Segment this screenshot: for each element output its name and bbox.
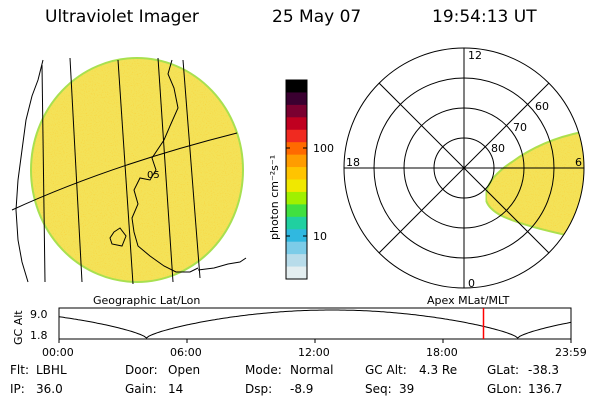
timeline-tick-0000: 00:00 — [42, 346, 74, 359]
mlat-label-80: 80 — [491, 142, 505, 155]
timeline-ylabel: GC Alt — [12, 310, 25, 345]
ip-label: IP: — [10, 382, 25, 396]
timeline-ticks — [58, 339, 572, 343]
map-marker-label: 05 — [147, 170, 160, 181]
colorbar-swatch — [286, 266, 307, 280]
glon-label: GLon: — [487, 382, 522, 396]
glon-value: 136.7 — [528, 382, 563, 396]
seq-label: Seq: — [365, 382, 392, 396]
colorbar-swatch — [286, 92, 307, 106]
polar-grid — [343, 47, 585, 289]
colorbar-swatch — [286, 80, 307, 94]
colorbar-swatch — [286, 154, 307, 168]
observation-time: 19:54:13 UT — [432, 7, 537, 27]
flt-value: LBHL — [36, 363, 67, 377]
colorbar-tick-100: 100 — [313, 142, 334, 155]
apex-label: Apex MLat/MLT — [427, 294, 510, 307]
timeline-ymax: 9.0 — [30, 308, 48, 321]
ip-value: 36.0 — [36, 382, 63, 396]
colorbar-unit-label: photon cm⁻²s⁻¹ — [268, 155, 281, 240]
door-value: Open — [168, 363, 201, 377]
colorbar-swatch — [286, 241, 307, 255]
gain-label: Gain: — [125, 382, 157, 396]
mlat-label-70: 70 — [513, 121, 527, 134]
mlt-label-6: 6 — [575, 156, 582, 169]
coastlines — [15, 59, 247, 283]
timeline-tick-1800: 18:00 — [426, 346, 458, 359]
flt-label: Flt: — [10, 363, 29, 377]
glat-value: -38.3 — [528, 363, 560, 377]
observation-date: 25 May 07 — [272, 7, 362, 27]
mlt-label-0: 0 — [468, 277, 475, 290]
colorbar-swatch — [286, 104, 307, 118]
aurora-oval-polar — [484, 128, 584, 247]
glat-label: GLat: — [487, 363, 520, 377]
colorbar-swatch — [286, 129, 307, 143]
colorbar-swatch — [286, 117, 307, 131]
colorbar-swatch — [286, 142, 307, 156]
timeline-tick-0600: 06:00 — [170, 346, 202, 359]
colorbar-gradient — [286, 80, 307, 280]
lat-grid-line — [11, 132, 238, 211]
altitude-curve — [58, 309, 572, 339]
mlt-label-18: 18 — [346, 156, 360, 169]
colorbar-tick-10: 10 — [313, 230, 327, 243]
door-label: Door: — [125, 363, 158, 377]
colorbar-swatch — [286, 167, 307, 181]
mode-value: Normal — [290, 363, 334, 377]
aurora-image-disk — [30, 57, 244, 283]
mode-label: Mode: — [245, 363, 282, 377]
colorbar-swatch — [286, 254, 307, 268]
dsp-value: -8.9 — [290, 382, 314, 396]
timeline-ymin: 1.8 — [30, 329, 48, 342]
dsp-label: Dsp: — [245, 382, 273, 396]
colorbar-swatch — [286, 191, 307, 205]
gcalt-label: GC Alt: — [365, 363, 407, 377]
seq-value: 39 — [399, 382, 415, 396]
mlat-label-60: 60 — [535, 100, 549, 113]
timeline-tick-1200: 12:00 — [298, 346, 330, 359]
lon-grid-lines — [41, 57, 201, 285]
colorbar-swatch — [286, 204, 307, 218]
geographic-label: Geographic Lat/Lon — [93, 294, 201, 307]
mlt-label-12: 12 — [468, 49, 482, 62]
instrument-title: Ultraviolet Imager — [45, 7, 199, 27]
gain-value: 14 — [168, 382, 184, 396]
colorbar-swatch — [286, 179, 307, 193]
colorbar-swatch — [286, 229, 307, 243]
timeline-tick-2359: 23:59 — [555, 346, 587, 359]
colorbar-swatch — [286, 216, 307, 230]
gcalt-value: 4.3 Re — [419, 363, 458, 377]
